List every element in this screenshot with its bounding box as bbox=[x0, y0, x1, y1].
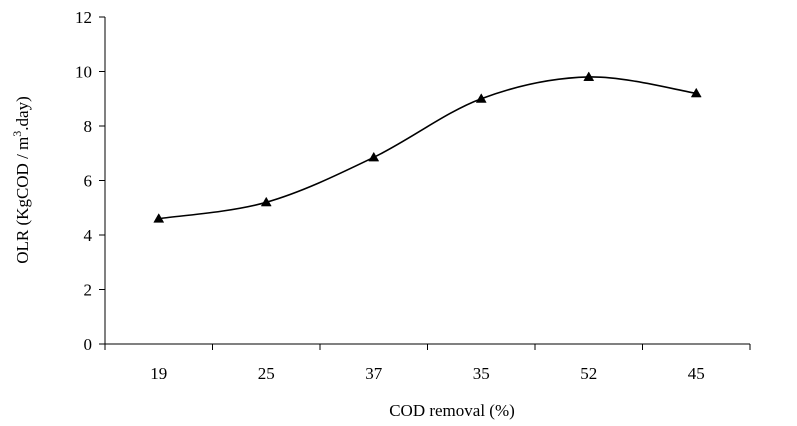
x-tick-label: 19 bbox=[150, 364, 167, 383]
series bbox=[153, 71, 702, 223]
y-axis-title-superscript: 3 bbox=[10, 131, 24, 137]
y-axis: 0 2 4 6 8 10 12 bbox=[75, 8, 106, 354]
y-axis-title-tail: .day) bbox=[13, 96, 32, 130]
x-tick-label: 52 bbox=[580, 364, 597, 383]
x-axis-title: COD removal (%) bbox=[389, 401, 515, 420]
y-tick-label: 8 bbox=[84, 117, 93, 136]
y-tick-label: 6 bbox=[84, 172, 93, 191]
x-tick-label: 37 bbox=[365, 364, 383, 383]
y-tick-label: 10 bbox=[75, 63, 92, 82]
x-tick-label: 35 bbox=[473, 364, 490, 383]
y-tick-label: 0 bbox=[84, 335, 93, 354]
series-line bbox=[158, 76, 697, 220]
y-axis-title-main: OLR (KgCOD / m bbox=[13, 137, 32, 264]
data-point bbox=[368, 151, 380, 162]
y-tick-label: 12 bbox=[75, 8, 92, 27]
data-point bbox=[475, 93, 487, 103]
x-tick-label: 25 bbox=[258, 364, 275, 383]
y-tick-label: 2 bbox=[84, 281, 93, 300]
y-tick-label: 4 bbox=[84, 226, 93, 245]
data-point bbox=[690, 87, 702, 98]
data-point bbox=[153, 213, 165, 223]
x-tick-label: 45 bbox=[688, 364, 705, 383]
x-axis: 19 25 37 35 52 45 bbox=[104, 343, 751, 383]
data-point bbox=[583, 71, 595, 81]
data-point bbox=[260, 196, 272, 207]
y-axis-title: OLR (KgCOD / m3.day) bbox=[10, 96, 32, 264]
